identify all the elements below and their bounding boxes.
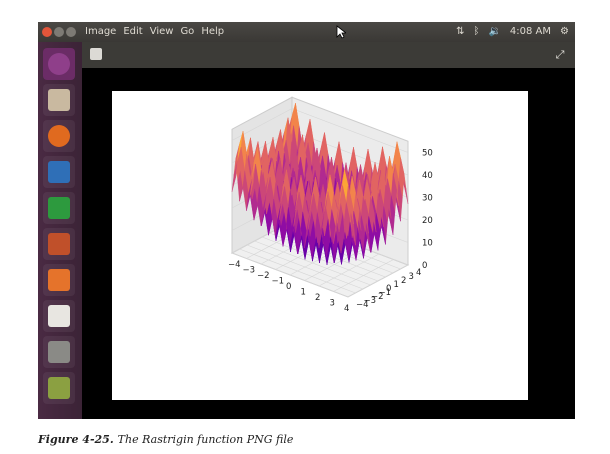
- launcher-item[interactable]: [43, 264, 75, 296]
- gear-icon[interactable]: ⚙: [560, 26, 569, 37]
- y-tick-label: −2: [371, 292, 384, 302]
- y-tick-label: 2: [401, 276, 406, 286]
- y-tick-label: 4: [416, 268, 421, 278]
- settings-icon: [48, 341, 70, 363]
- z-tick-label: 50: [422, 149, 433, 159]
- z-tick-label: 30: [422, 194, 433, 204]
- plot-image: −4 −3 −2 −1 0 1 2 3 4 −4 −3 −2 −1 0 1 2 3 4 0 10 20 30 40 50: [112, 91, 528, 400]
- image-viewer: −4 −3 −2 −1 0 1 2 3 4 −4 −3 −2 −1 0 1 2 3 4 0 10 20 30 40 50: [82, 68, 575, 419]
- clock[interactable]: 4:08 AM: [509, 26, 552, 37]
- grid-line: [291, 108, 409, 153]
- software-center-icon: [48, 269, 70, 291]
- app-menu: Image Edit View Go Help: [85, 26, 224, 37]
- launcher-sidebar: [38, 42, 82, 419]
- x-tick-label: 2: [315, 293, 320, 303]
- x-tick-label: 3: [330, 299, 335, 309]
- figure-caption: Figure 4-25. The Rastrigin function PNG f…: [38, 433, 293, 446]
- y-tick-label: −3: [364, 296, 377, 306]
- launcher-item[interactable]: [43, 192, 75, 224]
- menu-edit[interactable]: Edit: [123, 26, 143, 37]
- firefox-icon: [48, 125, 70, 147]
- impress-icon: [48, 233, 70, 255]
- menu-view[interactable]: View: [149, 26, 174, 37]
- window-minimize-button[interactable]: [54, 27, 64, 37]
- calc-icon: [48, 197, 70, 219]
- fullscreen-icon[interactable]: ⤢: [555, 48, 565, 61]
- x-tick-label: −2: [257, 271, 270, 281]
- figure-label: Figure 4-25.: [38, 433, 114, 446]
- y-tick-label: −4: [356, 300, 369, 310]
- launcher-item[interactable]: [43, 336, 75, 368]
- x-tick-label: 4: [344, 304, 349, 314]
- launcher-item[interactable]: [43, 120, 75, 152]
- launcher-item[interactable]: [43, 156, 75, 188]
- sidebar-toggle-button[interactable]: [90, 48, 102, 60]
- surface-patch: [344, 202, 351, 236]
- desktop-screen: Image Edit View Go Help ⇅ ᛒ 🔉 4:08 AM ⚙ …: [38, 22, 575, 419]
- y-tick-label: −1: [379, 288, 392, 298]
- menu-go[interactable]: Go: [180, 26, 195, 37]
- x-tick-label: 0: [286, 282, 291, 292]
- grid-line: [347, 264, 409, 298]
- z-tick-label: 20: [422, 216, 433, 226]
- surface: [231, 103, 409, 265]
- image-viewer-icon: [48, 377, 70, 399]
- amazon-icon: [48, 305, 70, 327]
- window-maximize-button[interactable]: [66, 27, 76, 37]
- top-menu-bar: Image Edit View Go Help ⇅ ᛒ 🔉 4:08 AM ⚙: [38, 22, 575, 42]
- menu-help[interactable]: Help: [201, 26, 225, 37]
- x-tick-label: −4: [228, 260, 241, 270]
- launcher-item[interactable]: [43, 228, 75, 260]
- y-tick-label: 3: [409, 272, 414, 282]
- x-tick-label: −1: [272, 277, 285, 287]
- x-tick-label: 1: [301, 288, 306, 298]
- launcher-item[interactable]: [43, 48, 75, 80]
- ubuntu-dash-icon: [48, 53, 70, 75]
- y-tick-label: 1: [394, 280, 399, 290]
- grid-line: [318, 253, 380, 287]
- network-icon[interactable]: ⇅: [456, 26, 465, 37]
- figure-text: The Rastrigin function PNG file: [117, 433, 294, 446]
- bluetooth-icon[interactable]: ᛒ: [473, 26, 480, 37]
- x-tick-label: −3: [243, 266, 256, 276]
- volume-icon[interactable]: 🔉: [488, 26, 501, 37]
- z-tick-label: 40: [422, 171, 433, 181]
- y-tick-label: 0: [386, 284, 391, 294]
- files-icon: [48, 89, 70, 111]
- launcher-item[interactable]: [43, 300, 75, 332]
- launcher-item[interactable]: [43, 372, 75, 404]
- grid-line: [333, 259, 394, 292]
- viewer-toolbar: ⤢: [82, 42, 575, 68]
- z-tick-label: 0: [422, 261, 427, 271]
- writer-icon: [48, 161, 70, 183]
- menu-image[interactable]: Image: [85, 26, 117, 37]
- launcher-item[interactable]: [43, 84, 75, 116]
- window-close-button[interactable]: [42, 27, 52, 37]
- system-indicators: ⇅ ᛒ 🔉 4:08 AM ⚙: [456, 26, 569, 37]
- mouse-cursor-icon: [336, 25, 346, 39]
- z-tick-label: 10: [422, 239, 433, 249]
